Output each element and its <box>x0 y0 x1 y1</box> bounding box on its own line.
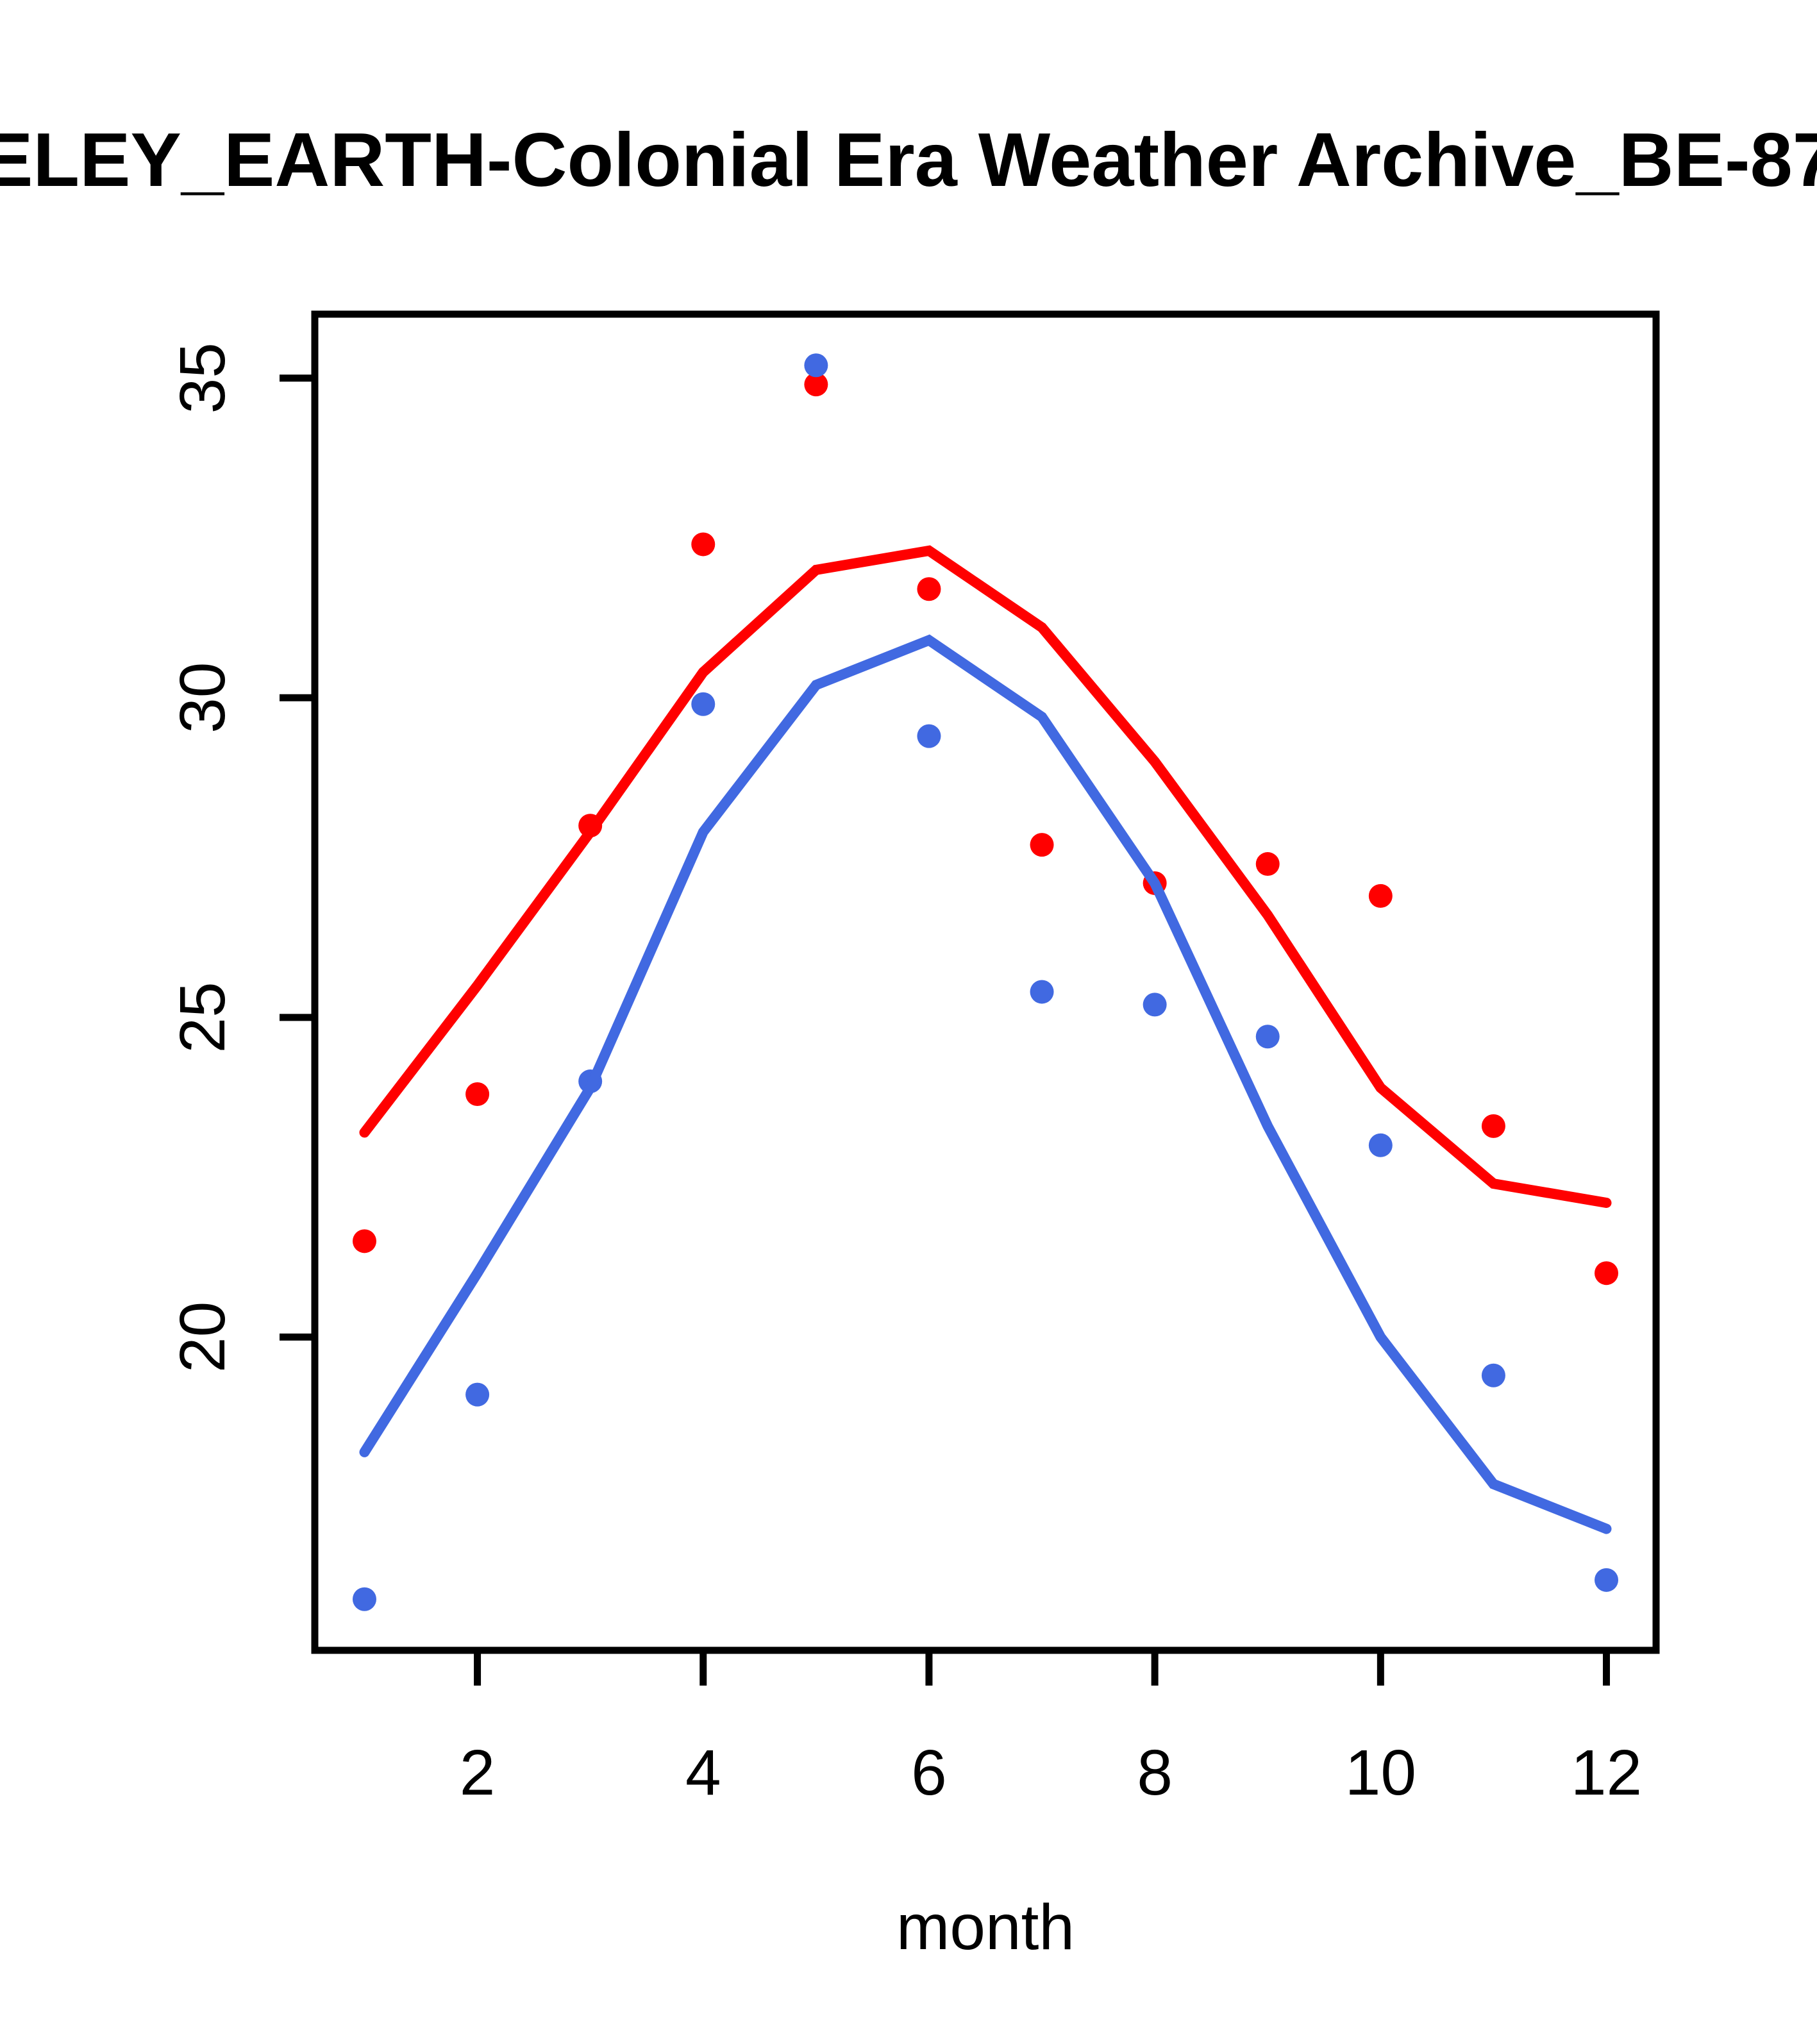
x-tick-label-10: 10 <box>1345 1737 1416 1809</box>
plot-border <box>311 310 1660 1654</box>
red-points-month-1 <box>352 1229 376 1253</box>
blue-points-month-4 <box>691 692 716 716</box>
blue-points-month-7 <box>1030 980 1054 1004</box>
x-tick-label-6: 6 <box>911 1737 947 1809</box>
red-points-month-5 <box>804 373 828 397</box>
x-tick-label-2: 2 <box>460 1737 496 1809</box>
x-tick-label-8: 8 <box>1137 1737 1173 1809</box>
y-tick-label-25: 25 <box>167 982 239 1053</box>
red-points-month-7 <box>1030 833 1054 857</box>
blue-points-month-11 <box>1481 1363 1505 1387</box>
red-points-month-2 <box>465 1082 490 1106</box>
y-tick-label-30: 30 <box>167 662 239 733</box>
red-points-month-10 <box>1368 884 1393 908</box>
blue-points-month-12 <box>1595 1568 1619 1592</box>
blue-points-month-8 <box>1143 993 1167 1017</box>
red-points-month-9 <box>1255 852 1280 876</box>
red-trend-line <box>359 545 1612 1209</box>
red-points-month-4 <box>691 532 716 557</box>
blue-trend-line <box>359 634 1612 1534</box>
blue-points-month-2 <box>465 1382 490 1407</box>
chart-title: ELEY_EARTH-Colonial Era Weather Archive_… <box>0 117 1817 203</box>
y-tick-label-20: 20 <box>167 1302 239 1373</box>
blue-points-month-5 <box>804 353 828 378</box>
x-tick-label-4: 4 <box>685 1737 721 1809</box>
blue-points-month-9 <box>1255 1025 1280 1049</box>
red-points-month-11 <box>1481 1114 1505 1138</box>
blue-points-month-1 <box>352 1587 376 1611</box>
red-points-month-12 <box>1595 1261 1619 1286</box>
red-points-month-6 <box>917 577 941 601</box>
y-tick-label-35: 35 <box>167 342 239 414</box>
blue-points-month-6 <box>917 724 941 748</box>
x-tick-label-12: 12 <box>1571 1737 1642 1809</box>
x-axis-title: month <box>896 1891 1075 1963</box>
blue-points-month-10 <box>1368 1133 1393 1157</box>
plot-area: 2 4 6 8 10 12 20 25 30 35 <box>167 310 1660 1809</box>
